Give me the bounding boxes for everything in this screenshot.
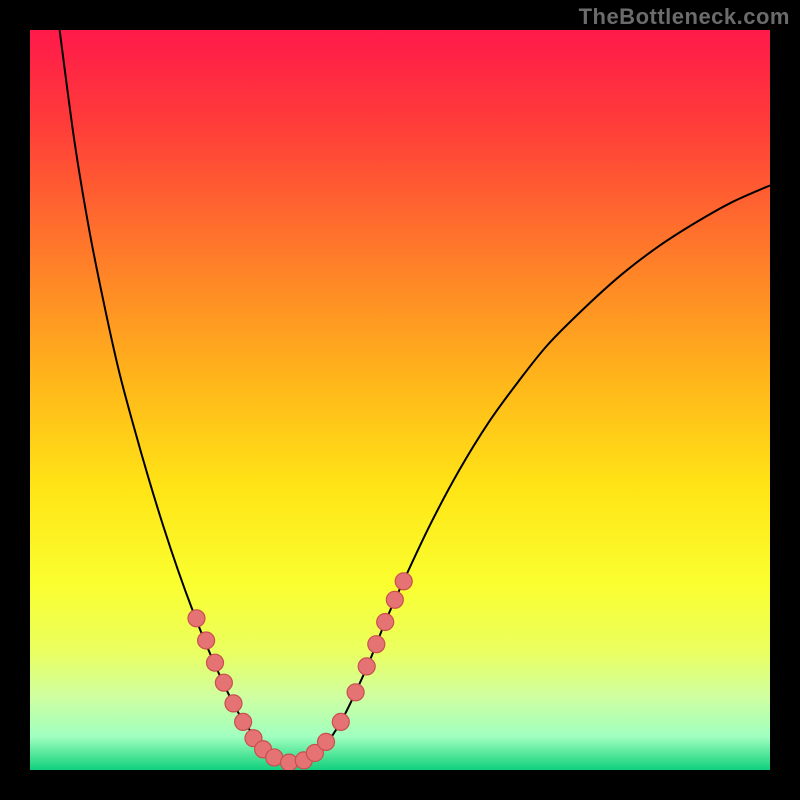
marker-point	[207, 654, 224, 671]
marker-point	[368, 636, 385, 653]
marker-point	[318, 733, 335, 750]
marker-point	[358, 658, 375, 675]
chart-svg	[30, 30, 770, 770]
chart-area	[30, 30, 770, 770]
marker-point	[332, 713, 349, 730]
marker-point	[198, 632, 215, 649]
chart-background	[30, 30, 770, 770]
marker-point	[235, 713, 252, 730]
marker-point	[386, 591, 403, 608]
marker-point	[347, 684, 364, 701]
marker-point	[188, 610, 205, 627]
watermark-text: TheBottleneck.com	[579, 4, 790, 30]
frame: TheBottleneck.com	[0, 0, 800, 800]
marker-point	[377, 614, 394, 631]
marker-point	[395, 573, 412, 590]
marker-point	[215, 674, 232, 691]
marker-point	[225, 695, 242, 712]
